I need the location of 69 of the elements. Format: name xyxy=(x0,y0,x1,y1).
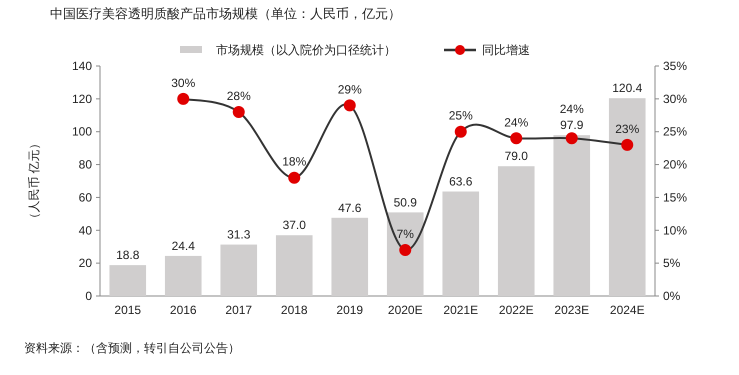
data-label: 24.4 xyxy=(172,238,196,253)
x-tick-label: 2018 xyxy=(280,303,308,317)
bar xyxy=(608,98,646,296)
bar xyxy=(553,135,590,296)
y2-tick-label: 20% xyxy=(663,158,688,172)
point xyxy=(621,138,634,151)
data-label: 63.6 xyxy=(449,174,473,189)
data-label: 18.8 xyxy=(116,248,140,262)
y-tick-label: 120 xyxy=(72,92,92,106)
bar xyxy=(109,265,146,296)
x-tick-label: 2022E xyxy=(498,303,534,317)
x-tick-label: 2015 xyxy=(114,303,142,317)
bar xyxy=(498,166,535,296)
bar xyxy=(164,256,202,296)
y2-tick-label: 35% xyxy=(663,59,688,73)
y-tick-label: 0 xyxy=(85,289,92,303)
x-tick-label: 2020E xyxy=(388,303,423,317)
y-tick-label: 140 xyxy=(72,59,92,73)
bar xyxy=(442,192,480,296)
y-axis-title: （人民币 亿元） xyxy=(27,137,41,225)
y-tick-label: 40 xyxy=(78,223,92,238)
x-tick-label: 2017 xyxy=(225,303,252,317)
data-label: 37.0 xyxy=(282,218,306,232)
bar xyxy=(276,235,313,296)
y-tick-label: 60 xyxy=(78,190,92,204)
y2-tick-label: 0% xyxy=(663,289,681,303)
y2-tick-label: 10% xyxy=(663,223,688,238)
chart-title: 中国医疗美容透明质酸产品市场规模（单位：人民币，亿元） xyxy=(50,6,401,21)
point xyxy=(566,132,578,144)
y2-tick-label: 15% xyxy=(663,190,688,204)
data-label: 7% xyxy=(396,227,414,241)
data-label: 23% xyxy=(615,122,640,136)
point xyxy=(454,126,467,138)
point xyxy=(232,106,245,118)
y-tick-label: 100 xyxy=(72,124,92,139)
legend-label: 同比增速 xyxy=(482,43,530,57)
x-tick-label: 2019 xyxy=(336,303,364,317)
point xyxy=(177,92,190,105)
y-tick-label: 20 xyxy=(78,256,92,270)
data-label: 97.9 xyxy=(560,118,584,132)
x-tick-label: 2024E xyxy=(610,303,645,317)
bar xyxy=(331,218,368,296)
x-tick-label: 2016 xyxy=(170,303,197,317)
x-tick-label: 2023E xyxy=(554,303,590,317)
data-label: 24% xyxy=(504,115,529,130)
x-tick-label: 2021E xyxy=(443,303,478,317)
data-label: 31.3 xyxy=(227,228,251,242)
data-label: 47.6 xyxy=(338,200,362,215)
legend-label: 市场规模（以入院价为口径统计） xyxy=(216,43,396,57)
data-label: 30% xyxy=(171,76,196,90)
y-tick-label: 80 xyxy=(78,158,92,172)
point xyxy=(399,244,412,256)
data-label: 25% xyxy=(448,108,474,123)
data-label: 50.9 xyxy=(394,195,418,210)
point xyxy=(344,99,356,112)
bar xyxy=(386,212,424,296)
data-label: 120.4 xyxy=(612,81,643,96)
data-label: 29% xyxy=(338,82,362,96)
point xyxy=(510,132,522,144)
y2-tick-label: 25% xyxy=(663,124,688,139)
data-label: 24% xyxy=(560,102,584,116)
data-label: 79.0 xyxy=(504,149,528,164)
text: 资料来源：（含预测，转引自公司公告） xyxy=(24,341,240,355)
data-label: 18% xyxy=(282,154,307,169)
y2-tick-label: 30% xyxy=(663,92,688,106)
point xyxy=(288,172,300,184)
bar xyxy=(220,244,258,296)
data-label: 28% xyxy=(226,89,252,103)
y2-tick-label: 5% xyxy=(663,256,681,270)
